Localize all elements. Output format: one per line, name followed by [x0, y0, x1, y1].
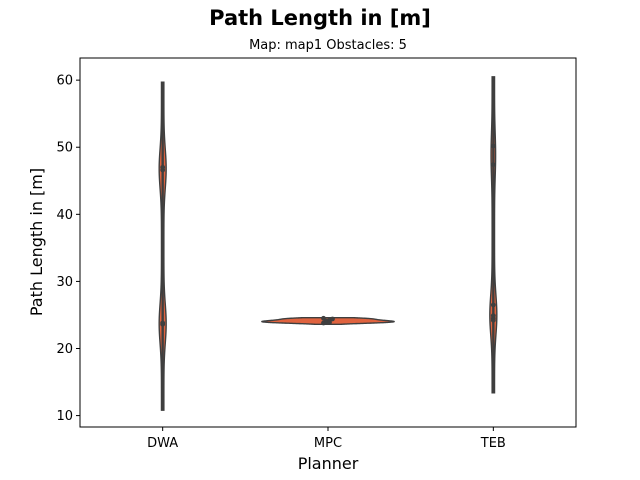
y-tick-label: 50: [56, 141, 73, 156]
violin-point: [490, 143, 496, 149]
violin-point: [327, 319, 332, 325]
y-tick-label: 60: [56, 74, 73, 89]
violins-layer: [158, 76, 498, 411]
x-tick-label: MPC: [314, 436, 342, 451]
y-tick-label: 20: [56, 342, 73, 357]
x-axis-label: Planner: [298, 454, 359, 473]
violin-point: [490, 313, 496, 319]
violin-point: [160, 164, 166, 170]
violin-point: [490, 302, 496, 308]
plot-area: [79, 57, 577, 428]
y-axis-ticks: 10 20 30 40 50 60: [56, 74, 80, 424]
y-tick-label: 10: [56, 409, 73, 424]
y-tick-label: 30: [56, 275, 73, 290]
y-axis-label: Path Length in [m]: [27, 168, 46, 316]
chart-title: Path Length in [m]: [209, 6, 431, 30]
violin-point: [160, 320, 166, 326]
violin-point: [330, 316, 335, 322]
x-tick-label: TEB: [480, 436, 506, 451]
violin-point: [490, 162, 496, 168]
y-tick-label: 40: [56, 208, 73, 223]
x-axis-ticks: DWA MPC TEB: [147, 427, 506, 451]
chart-subtitle: Map: map1 Obstacles: 5: [249, 38, 407, 53]
x-tick-label: DWA: [147, 436, 178, 451]
